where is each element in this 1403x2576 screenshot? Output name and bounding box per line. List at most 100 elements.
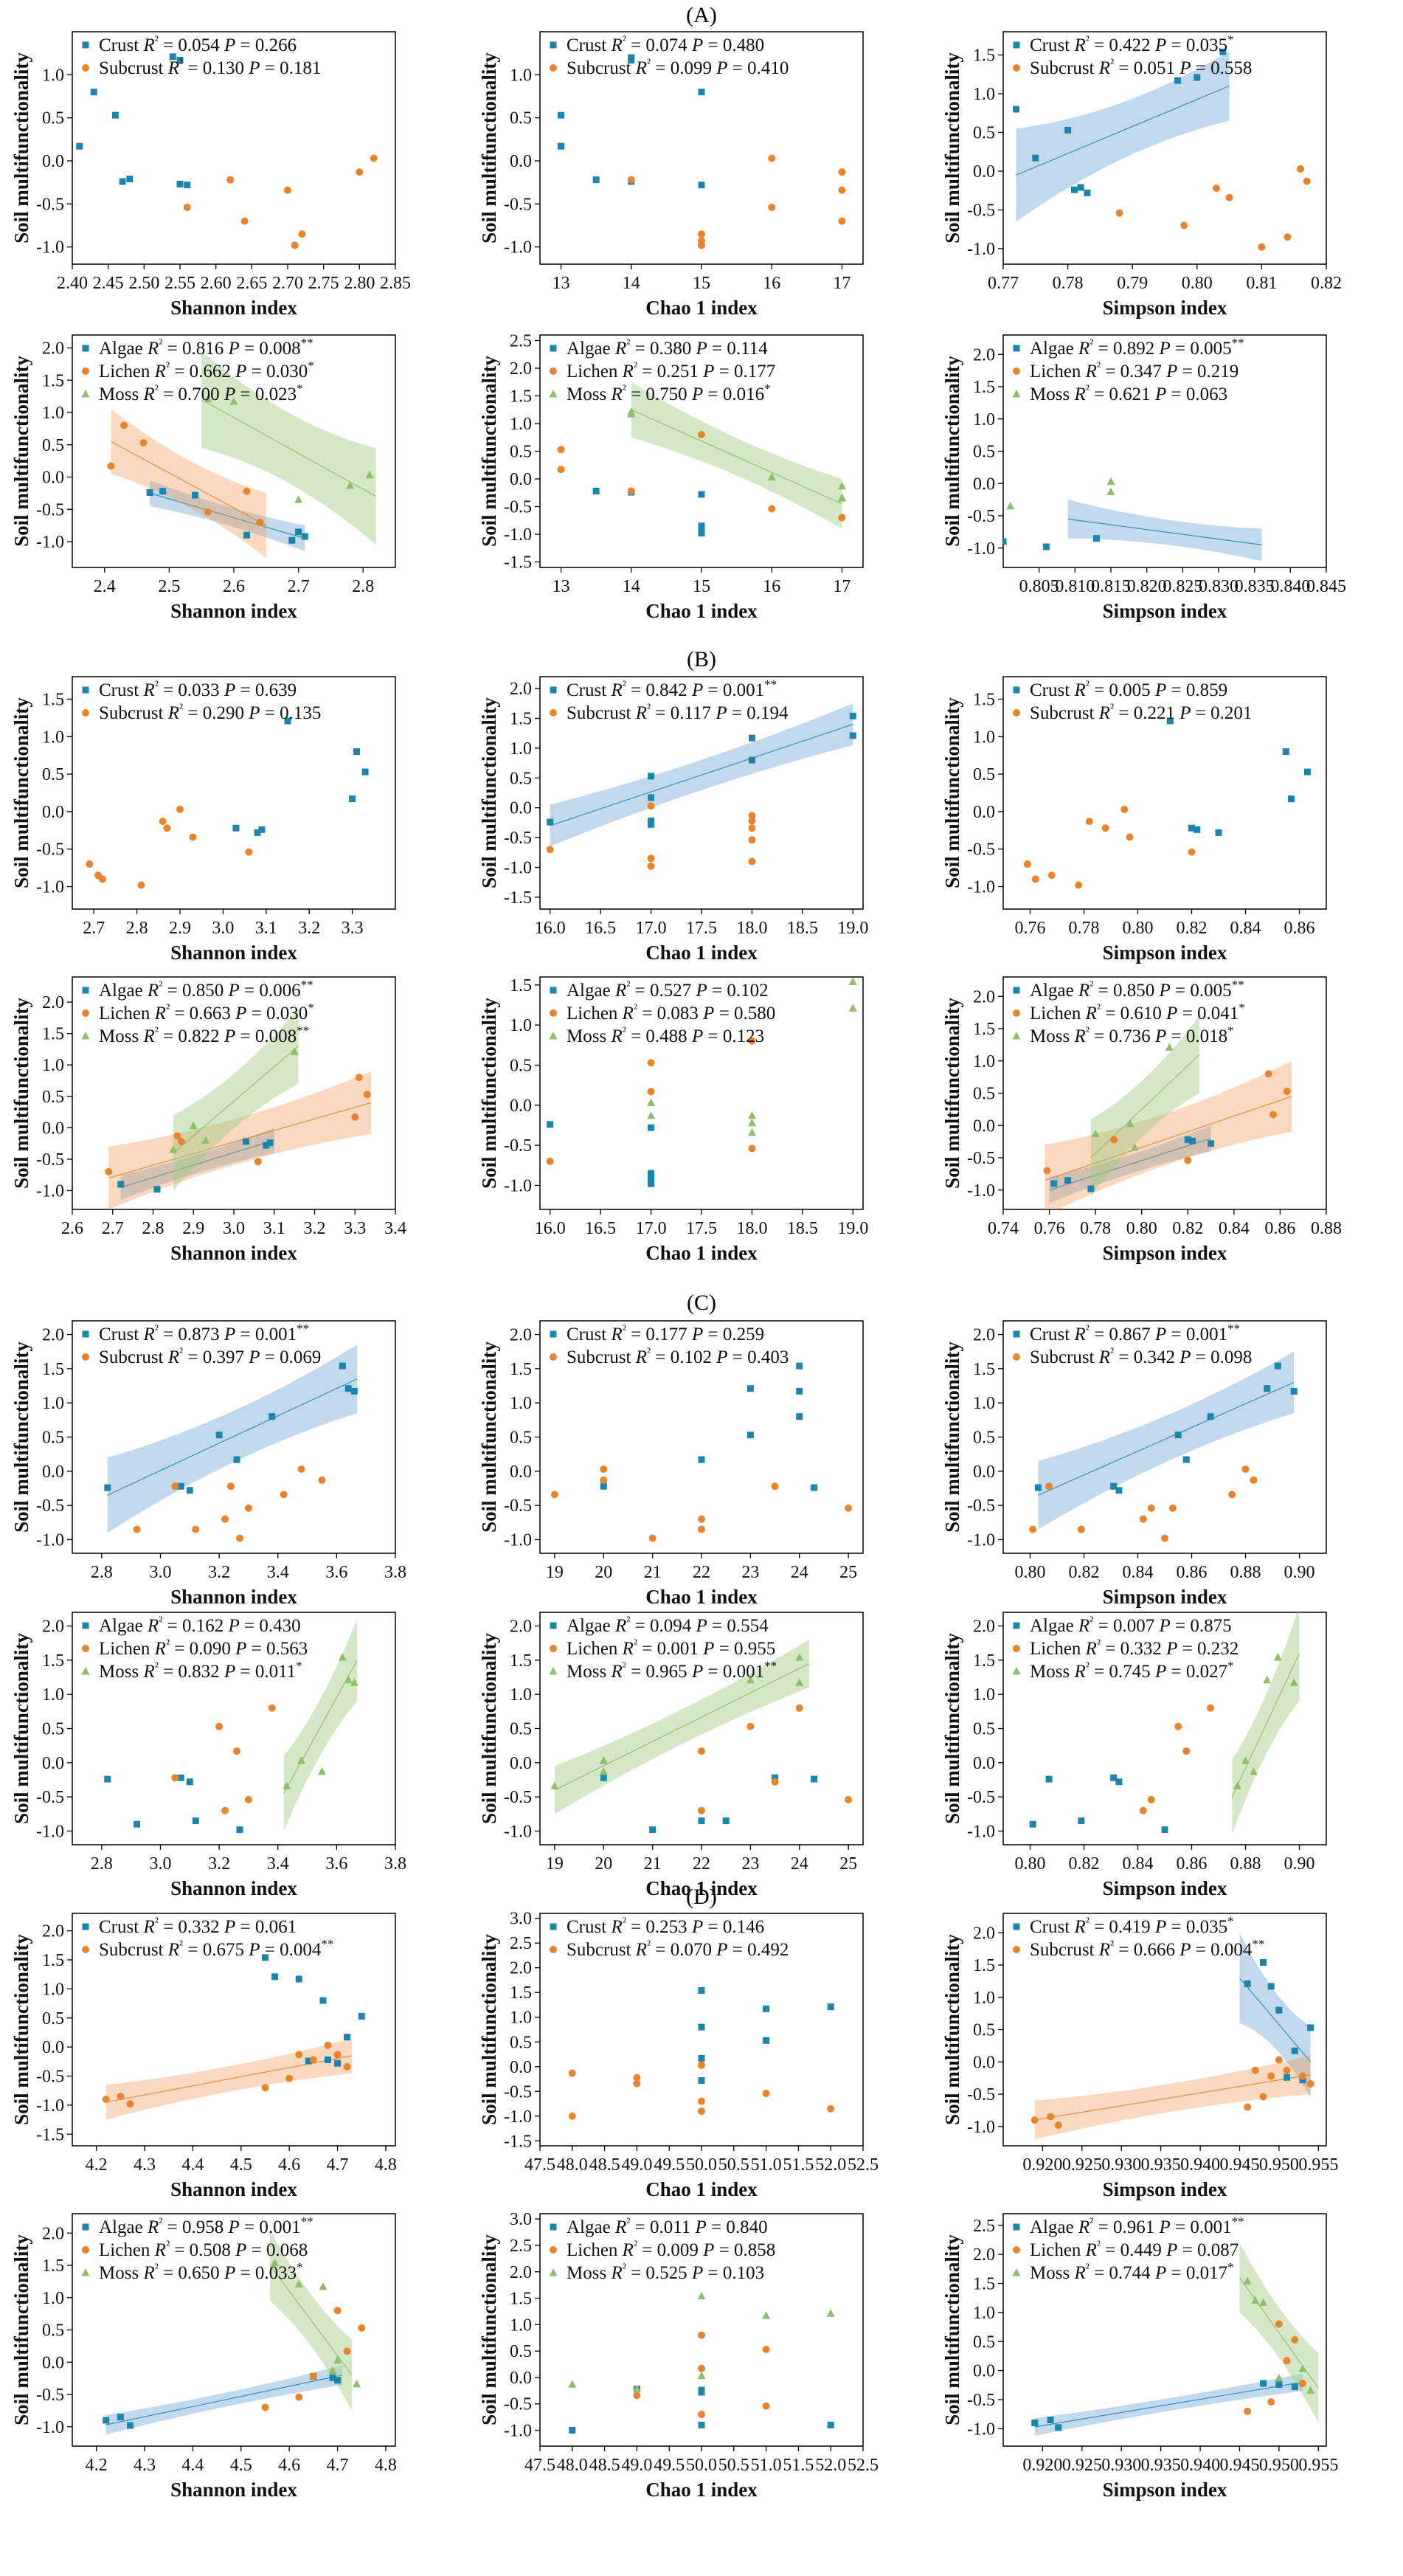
chart-c2: 19 20 21 22 23 24 25 -1.0 -0.5 0.0 0.5 1.0 1.5 2.0 Cha… — [478, 1320, 864, 1608]
plot-frame — [1002, 334, 1327, 568]
point-subcrust — [1284, 233, 1292, 241]
y-tick-label: 1.5 — [42, 1025, 64, 1044]
legend-fragment: = 0.063 — [1166, 384, 1227, 404]
y-tick-label: 1.5 — [510, 1651, 532, 1671]
plot-frame — [539, 976, 864, 1210]
plot-frame — [72, 334, 396, 568]
point-subcrust — [546, 846, 554, 854]
point-crust — [350, 1387, 358, 1395]
point-algae — [104, 1775, 111, 1783]
y-tick-label: 2.0 — [42, 339, 64, 359]
legend-fragment: * — [1239, 1001, 1245, 1015]
legend-fragment: P — [1179, 703, 1191, 723]
x-axis-label: Chao 1 index — [645, 942, 758, 964]
x-tick-label: 16 — [763, 577, 780, 596]
y-tick-label: -1.0 — [36, 2096, 64, 2116]
legend-fragment: R — [614, 981, 626, 1001]
legend-fragment: ² — [1090, 336, 1093, 351]
legend-fragment: Algae — [1030, 339, 1078, 359]
x-tick-label: 0.84 — [1123, 1563, 1154, 1582]
x-axis-label: Shannon index — [170, 2479, 297, 2501]
legend-fragment: ² — [623, 678, 626, 692]
point-crust — [1034, 1484, 1042, 1491]
legend-label-moss: Moss R² = 0.822 P = 0.008** — [99, 1023, 309, 1046]
point-crust — [319, 1997, 327, 2004]
legend-fragment: = 0.965 — [626, 1662, 692, 1682]
point-crust — [763, 2037, 770, 2044]
y-tick-label: 0.0 — [973, 803, 995, 822]
y-tick-label: 2.0 — [973, 1326, 995, 1345]
point-moss — [568, 2380, 577, 2388]
point-crust — [1290, 1387, 1298, 1395]
legend-fragment: * — [297, 2260, 303, 2274]
y-axis-label: Soil multifunctionality — [941, 998, 963, 1189]
point-crust — [1166, 717, 1174, 725]
legend-fragment: = 0.955 — [714, 1639, 775, 1659]
legend-fragment: P — [227, 339, 239, 359]
legend-fragment: ² — [159, 2215, 162, 2229]
y-tick-label: 0.5 — [510, 1720, 532, 1739]
legend-fragment: R — [610, 1662, 622, 1682]
point-moss — [229, 397, 238, 405]
legend-fragment: ² — [647, 1938, 651, 1952]
point-moss — [632, 2384, 641, 2393]
point-crust — [1282, 748, 1289, 756]
legend-fragment: ² — [1086, 1322, 1090, 1336]
legend-fragment: Crust — [1030, 1917, 1074, 1937]
point-moss — [169, 1145, 178, 1153]
point-algae — [117, 2414, 124, 2421]
y-tick-label: -0.5 — [36, 1788, 64, 1807]
legend-fragment: P — [224, 1662, 235, 1682]
point-lichen — [1264, 1070, 1272, 1078]
x-tick-label: 0.940 — [1180, 2456, 1220, 2475]
x-tick-label: 0.84 — [1123, 1854, 1154, 1874]
point-crust — [1244, 1980, 1251, 1987]
y-tick-label: 0.0 — [42, 803, 64, 822]
x-tick-label: 22 — [693, 1563, 710, 1582]
point-crust — [104, 1484, 111, 1491]
point-algae — [329, 2374, 336, 2381]
legend-fragment: P — [227, 2217, 239, 2237]
x-tick-label: 4.2 — [86, 2456, 108, 2475]
point-algae — [698, 1817, 705, 1825]
legend-marker-crust — [550, 41, 557, 49]
x-tick-label: 0.845 — [1306, 577, 1346, 596]
point-moss — [1263, 1675, 1272, 1684]
y-tick-label: 0.5 — [42, 109, 64, 128]
plot-area — [568, 2291, 835, 2434]
legend-fragment: ² — [623, 1322, 626, 1336]
x-tick-label: 21 — [644, 1563, 662, 1582]
plot-area — [76, 53, 378, 249]
point-lichen — [221, 1806, 229, 1814]
point-crust — [1264, 1385, 1271, 1392]
point-algae — [772, 1774, 779, 1781]
legend-fragment: Lichen — [567, 2240, 623, 2260]
plot-area — [550, 1362, 853, 1542]
legend-fragment: ² — [623, 1024, 626, 1038]
legend-fragment: P — [235, 1639, 246, 1659]
point-lichen — [1139, 1806, 1147, 1814]
legend-marker-algae — [82, 2223, 89, 2231]
x-tick-label: 0.815 — [1091, 577, 1131, 596]
point-crust — [592, 176, 600, 184]
y-tick-label: 2.0 — [510, 680, 532, 699]
legend-fragment: R — [610, 1026, 622, 1046]
chart-b3: 0.76 0.78 0.80 0.82 0.84 0.86 -1.0 -0.5 0.0 0.5 1.… — [941, 676, 1327, 964]
y-tick-label: 1.5 — [42, 371, 64, 390]
legend-fragment: = 0.621 — [1090, 384, 1155, 404]
plot-area — [1031, 2242, 1319, 2436]
y-tick-label: -1.0 — [504, 858, 532, 877]
y-tick-label: 2.0 — [42, 1326, 64, 1345]
point-subcrust — [698, 2107, 705, 2116]
point-crust — [1084, 189, 1091, 196]
legend-fragment: Lichen — [1030, 2240, 1086, 2260]
point-subcrust — [284, 186, 291, 194]
y-tick-label: -0.5 — [504, 2395, 532, 2414]
plot-frame — [72, 676, 396, 910]
confidence-band-crust — [1016, 51, 1230, 222]
point-subcrust — [176, 805, 184, 813]
legend-marker-lichen — [1013, 2246, 1020, 2254]
point-moss — [647, 1111, 656, 1119]
x-tick-label: 2.65 — [236, 274, 267, 293]
y-tick-label: 0.0 — [973, 1116, 995, 1136]
